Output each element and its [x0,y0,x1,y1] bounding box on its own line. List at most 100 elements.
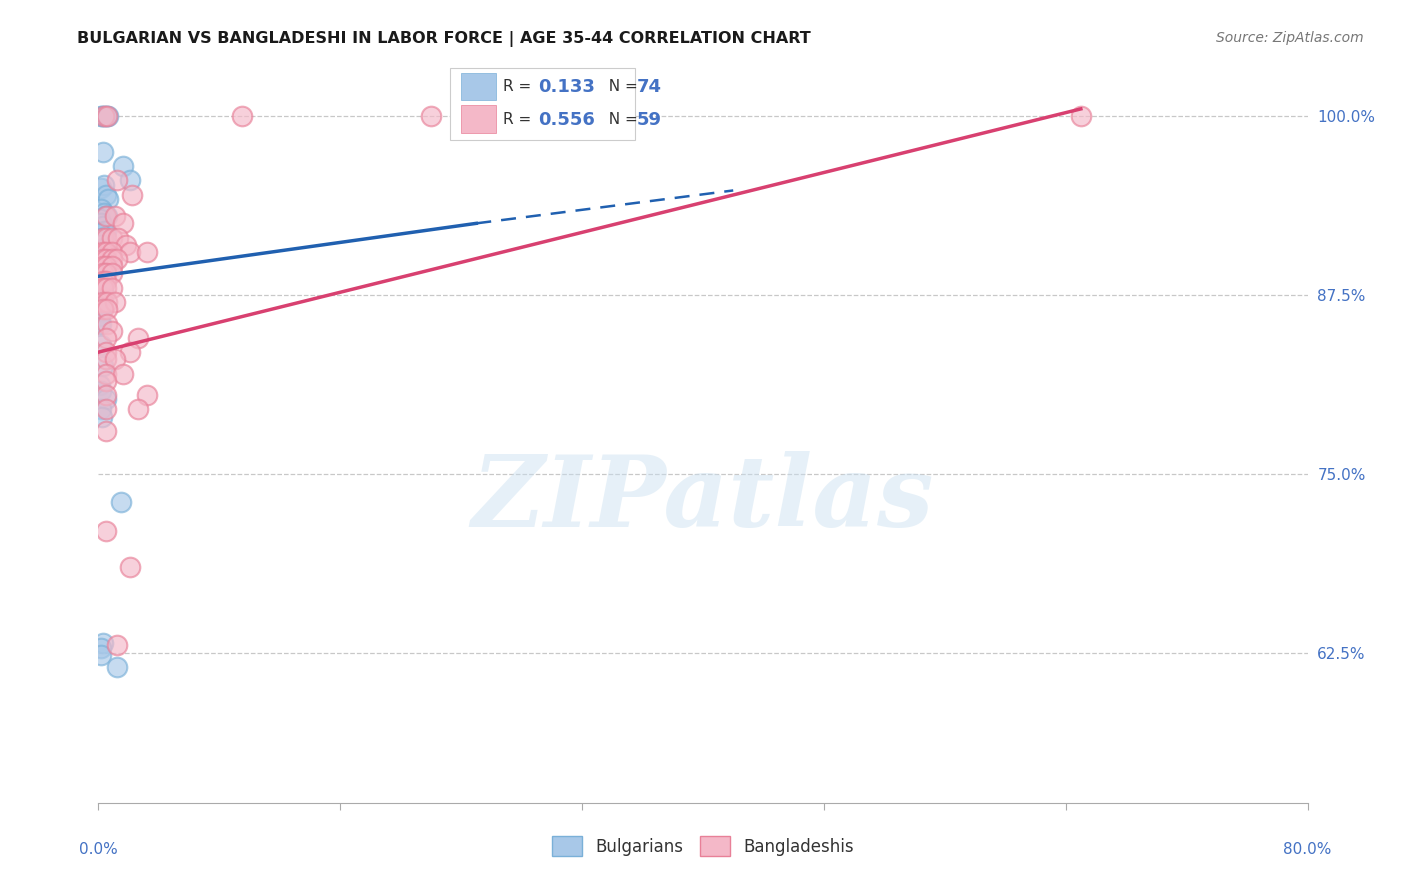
Point [89,274,111,288]
Point [127,402,149,417]
Point [91,230,114,244]
Point [89,295,111,310]
Point [93,242,115,256]
Point [93,255,115,269]
Point [89,260,111,274]
Point [94,267,117,281]
Point [105,252,128,266]
Point [105,660,128,674]
Point [91,269,114,284]
Point [94,237,117,252]
Point [114,237,136,252]
Point [101,281,124,295]
Point [94,402,117,417]
Point [96,109,118,123]
Point [90,641,112,656]
Point [93,249,115,263]
Bar [461,73,496,101]
Text: BULGARIAN VS BANGLADESHI IN LABOR FORCE | AGE 35-44 CORRELATION CHART: BULGARIAN VS BANGLADESHI IN LABOR FORCE … [77,31,811,47]
Point [120,244,142,259]
Point [89,310,111,324]
Point [94,392,117,407]
Point [91,635,114,649]
Point [231,109,253,123]
Point [91,302,114,317]
Bar [461,105,496,133]
Text: N =: N = [599,112,643,128]
Text: N =: N = [599,79,643,95]
Point [90,296,112,310]
Point [91,248,114,262]
Point [90,244,112,259]
Point [93,109,115,123]
Point [91,281,114,295]
Point [90,648,112,663]
Point [89,227,111,241]
Point [90,338,112,352]
Point [104,295,127,310]
Point [89,378,111,392]
Point [91,359,114,374]
Point [94,244,117,259]
Text: R =: R = [503,79,537,95]
Point [89,267,111,281]
Point [94,252,117,266]
Point [90,230,112,244]
Text: 74: 74 [637,78,662,95]
Point [91,252,114,266]
Point [91,252,114,266]
Text: R =: R = [503,112,537,128]
Point [105,173,128,187]
Point [96,302,118,317]
Point [96,317,118,331]
Point [91,274,114,288]
Point [89,302,111,317]
Point [91,241,114,255]
Point [90,384,112,398]
Point [91,295,114,310]
Point [90,109,112,123]
Point [94,388,117,402]
Legend: Bulgarians, Bangladeshis: Bulgarians, Bangladeshis [546,830,860,863]
Point [104,352,127,367]
Point [91,219,114,234]
Point [91,277,114,291]
Point [90,260,112,275]
Point [91,230,114,244]
Point [91,109,114,123]
Point [91,267,114,281]
Point [127,331,149,345]
Point [89,288,111,302]
Point [94,374,117,388]
Point [111,159,134,173]
Point [107,230,129,244]
Point [91,409,114,424]
Point [93,206,115,220]
Point [94,524,117,538]
Point [94,209,117,223]
Point [91,284,114,298]
Point [121,187,143,202]
Point [90,402,112,417]
Point [90,282,112,296]
Point [90,275,112,289]
Point [101,252,124,266]
Text: 0.133: 0.133 [538,78,596,95]
Point [94,256,117,270]
Point [93,263,115,277]
Point [96,295,118,310]
Point [101,267,124,281]
Point [94,187,117,202]
Point [91,244,114,259]
Point [93,234,115,248]
Point [91,260,114,274]
Text: 80.0%: 80.0% [1284,842,1331,856]
Point [93,223,115,237]
Point [120,559,142,574]
Point [90,180,112,194]
Text: 0.0%: 0.0% [79,842,118,856]
Point [93,109,115,123]
Point [111,367,134,381]
Point [101,324,124,338]
Point [94,109,117,123]
